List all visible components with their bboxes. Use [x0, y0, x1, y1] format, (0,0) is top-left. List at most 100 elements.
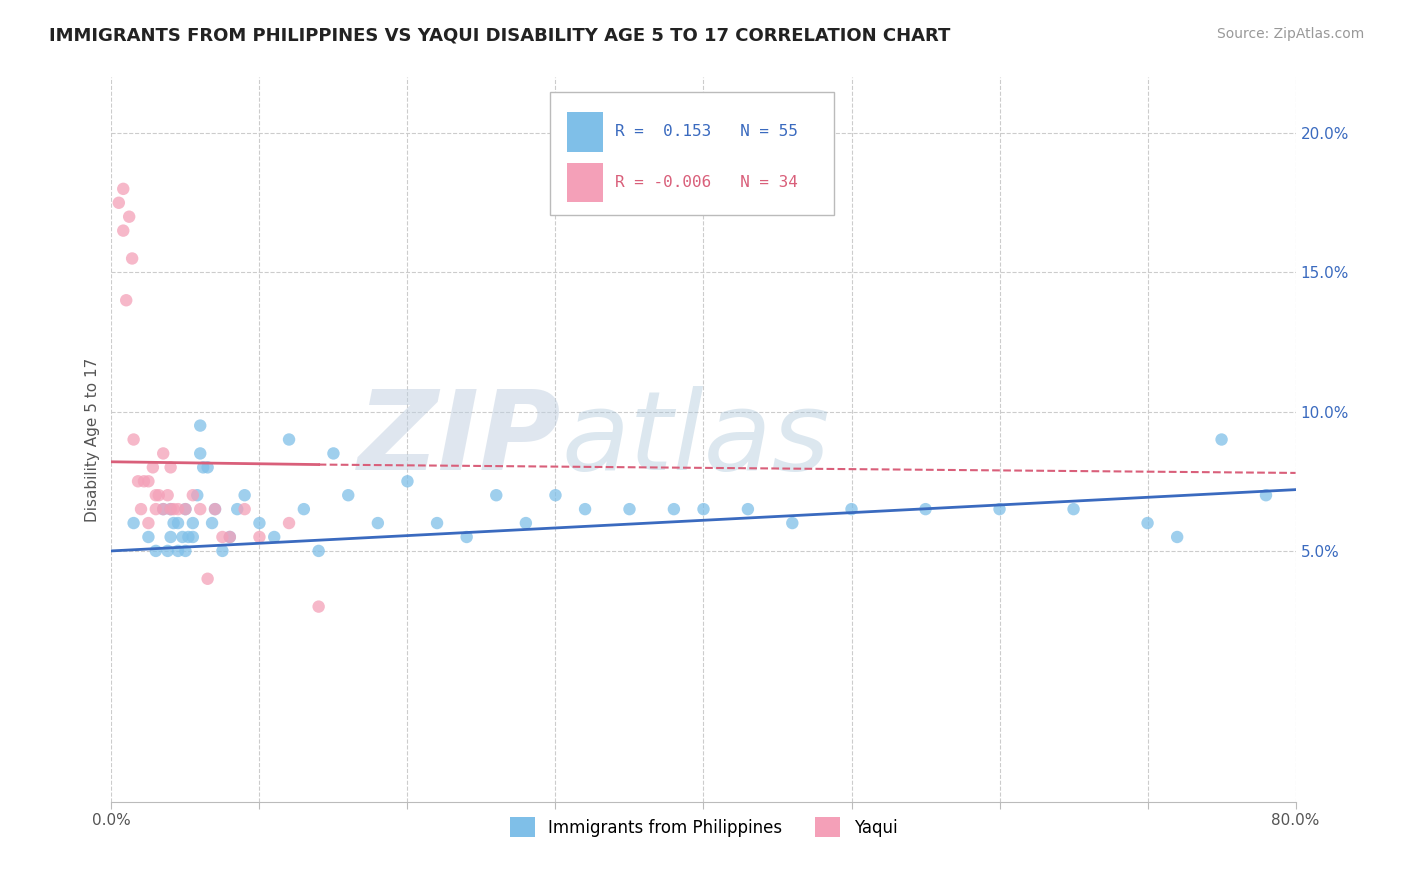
Point	[662, 502, 685, 516]
Point	[211, 544, 233, 558]
Point	[142, 460, 165, 475]
Point	[211, 530, 233, 544]
Point	[162, 502, 184, 516]
Bar	[567, 112, 603, 152]
Point	[145, 488, 167, 502]
Point	[204, 502, 226, 516]
Point	[544, 488, 567, 502]
Point	[152, 502, 174, 516]
Point	[188, 446, 211, 460]
Point	[914, 502, 936, 516]
Point	[308, 599, 330, 614]
Point	[152, 502, 174, 516]
Point	[278, 433, 301, 447]
Point	[782, 516, 804, 530]
Point	[193, 460, 215, 475]
Point	[322, 446, 344, 460]
Point	[233, 488, 256, 502]
Point	[308, 544, 330, 558]
Point	[115, 293, 138, 308]
Point	[574, 502, 596, 516]
Point	[159, 502, 181, 516]
Point	[174, 502, 197, 516]
Point	[1136, 516, 1159, 530]
Text: ZIP: ZIP	[359, 386, 561, 493]
Text: R = -0.006   N = 34: R = -0.006 N = 34	[614, 175, 797, 190]
Point	[1211, 433, 1233, 447]
Point	[148, 488, 170, 502]
Point	[249, 516, 271, 530]
Point	[145, 502, 167, 516]
Point	[121, 252, 143, 266]
Point	[112, 182, 135, 196]
Point	[186, 488, 208, 502]
Point	[426, 516, 449, 530]
Point	[485, 488, 508, 502]
Text: IMMIGRANTS FROM PHILIPPINES VS YAQUI DISABILITY AGE 5 TO 17 CORRELATION CHART: IMMIGRANTS FROM PHILIPPINES VS YAQUI DIS…	[49, 27, 950, 45]
Point	[156, 488, 179, 502]
Point	[167, 516, 190, 530]
Point	[172, 530, 194, 544]
Point	[122, 516, 145, 530]
Point	[145, 544, 167, 558]
Point	[108, 195, 131, 210]
Point	[174, 544, 197, 558]
Point	[156, 544, 179, 558]
Point	[218, 530, 240, 544]
Point	[159, 502, 181, 516]
Point	[132, 475, 155, 489]
Point	[619, 502, 641, 516]
Point	[226, 502, 249, 516]
Point	[122, 433, 145, 447]
Bar	[550, 92, 834, 215]
Point	[138, 516, 160, 530]
Point	[1063, 502, 1085, 516]
Point	[841, 502, 863, 516]
Point	[1166, 530, 1188, 544]
Point	[367, 516, 389, 530]
Point	[204, 502, 226, 516]
Point	[263, 530, 285, 544]
Point	[278, 516, 301, 530]
Point	[174, 502, 197, 516]
Point	[181, 530, 204, 544]
Point	[188, 418, 211, 433]
Point	[188, 502, 211, 516]
Point	[515, 516, 537, 530]
Point	[152, 446, 174, 460]
Point	[1254, 488, 1277, 502]
Point	[159, 530, 181, 544]
Text: atlas: atlas	[561, 386, 830, 493]
Point	[218, 530, 240, 544]
Point	[988, 502, 1011, 516]
Point	[167, 544, 190, 558]
Point	[181, 516, 204, 530]
Y-axis label: Disability Age 5 to 17: Disability Age 5 to 17	[86, 358, 100, 522]
Point	[197, 460, 219, 475]
Legend: Immigrants from Philippines, Yaqui: Immigrants from Philippines, Yaqui	[503, 810, 904, 844]
Point	[129, 502, 152, 516]
Text: R =  0.153   N = 55: R = 0.153 N = 55	[614, 124, 797, 139]
Point	[177, 530, 200, 544]
Point	[292, 502, 315, 516]
Point	[197, 572, 219, 586]
Point	[159, 460, 181, 475]
Point	[396, 475, 419, 489]
Point	[127, 475, 149, 489]
Point	[233, 502, 256, 516]
Point	[456, 530, 478, 544]
Point	[692, 502, 714, 516]
Point	[737, 502, 759, 516]
Point	[112, 224, 135, 238]
Point	[118, 210, 141, 224]
Point	[167, 502, 190, 516]
Point	[201, 516, 224, 530]
Point	[181, 488, 204, 502]
Point	[249, 530, 271, 544]
Point	[138, 475, 160, 489]
Bar	[567, 162, 603, 202]
Point	[162, 516, 184, 530]
Point	[138, 530, 160, 544]
Text: Source: ZipAtlas.com: Source: ZipAtlas.com	[1216, 27, 1364, 41]
Point	[337, 488, 360, 502]
